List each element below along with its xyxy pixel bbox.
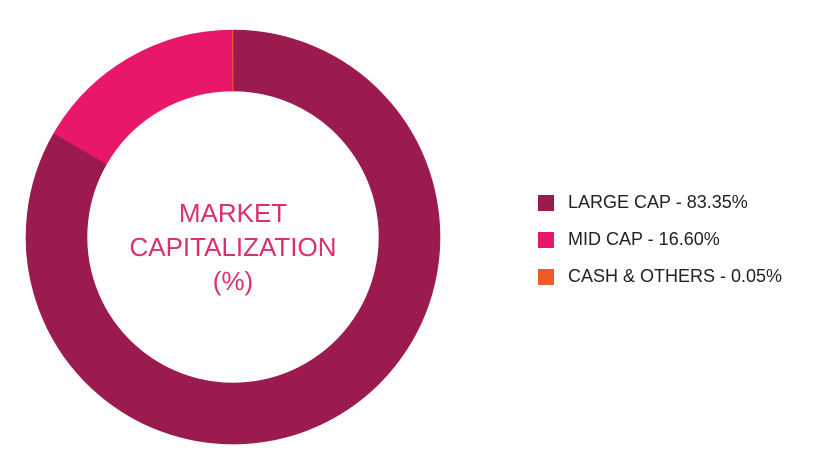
legend: LARGE CAP - 83.35% MID CAP - 16.60% CASH &… — [538, 184, 782, 295]
donut-segment — [25, 29, 441, 445]
chart-title: MARKET CAPITALIZATION (%) — [129, 198, 337, 296]
legend-swatch — [538, 231, 554, 248]
legend-item: LARGE CAP - 83.35% — [538, 184, 782, 221]
legend-swatch — [538, 194, 554, 211]
legend-item: MID CAP - 16.60% — [538, 221, 782, 258]
donut-segment — [53, 29, 233, 165]
legend-label: LARGE CAP - 83.35% — [568, 192, 748, 212]
legend-label: CASH & OTHERS - 0.05% — [568, 266, 783, 286]
legend-label: MID CAP - 16.60% — [568, 229, 720, 249]
legend-item: CASH & OTHERS - 0.05% — [538, 258, 782, 295]
legend-swatch — [538, 268, 554, 285]
donut-segment — [232, 29, 234, 92]
